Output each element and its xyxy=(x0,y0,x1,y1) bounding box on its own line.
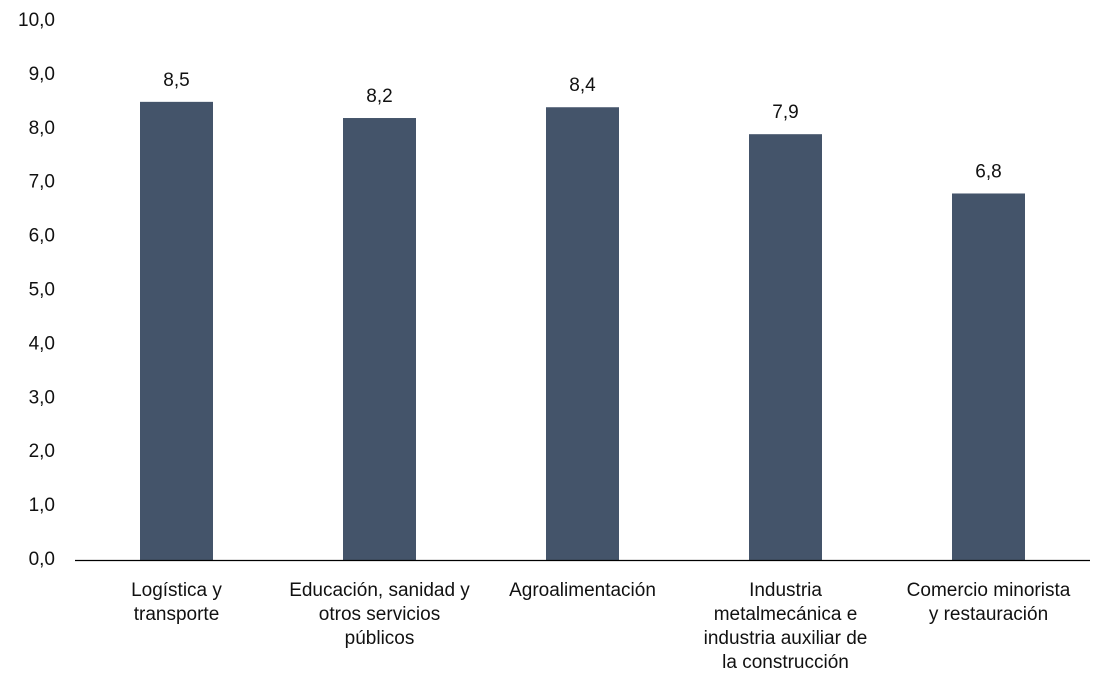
y-axis-tick-labels: 0,0 1,0 2,0 3,0 4,0 5,0 6,0 7,0 8,0 9,0 10,0 xyxy=(18,10,55,570)
y-tick-label: 8,0 xyxy=(29,118,55,139)
y-tick-label: 9,0 xyxy=(29,64,55,85)
y-tick-label: 1,0 xyxy=(29,495,55,516)
y-tick-label: 5,0 xyxy=(29,280,55,301)
x-category-label: Comercio minorista y restauración xyxy=(907,580,1071,625)
bar-value-label: 8,2 xyxy=(366,86,392,107)
bar-value-label: 7,9 xyxy=(772,102,798,123)
bar-value-label: 6,8 xyxy=(975,161,1001,182)
x-category-label: Logística y transporte xyxy=(131,580,222,625)
x-category-label: Agroalimentación xyxy=(509,580,656,601)
x-category-label: Industria metalmecánica e industria auxili… xyxy=(704,580,868,673)
bars-group xyxy=(140,101,1025,561)
y-tick-label: 3,0 xyxy=(29,387,55,408)
bar xyxy=(749,134,822,560)
x-axis-tick-labels: Logística y transporte Educación, sanidad … xyxy=(131,580,1071,673)
x-category-label: Educación, sanidad y otros servicios públi… xyxy=(289,580,470,649)
y-tick-label: 4,0 xyxy=(29,333,55,354)
bar xyxy=(343,118,416,561)
y-tick-label: 6,0 xyxy=(29,226,55,247)
bar-value-label: 8,5 xyxy=(163,70,189,91)
bar xyxy=(546,107,619,561)
y-tick-label: 10,0 xyxy=(18,10,55,31)
y-tick-label: 2,0 xyxy=(29,441,55,462)
y-tick-label: 7,0 xyxy=(29,172,55,193)
bar xyxy=(140,101,213,560)
bar xyxy=(952,193,1025,561)
y-tick-label: 0,0 xyxy=(29,549,55,570)
data-labels-group: 8,5 8,2 8,4 7,9 6,8 xyxy=(163,70,1001,183)
bar-value-label: 8,4 xyxy=(569,75,596,96)
